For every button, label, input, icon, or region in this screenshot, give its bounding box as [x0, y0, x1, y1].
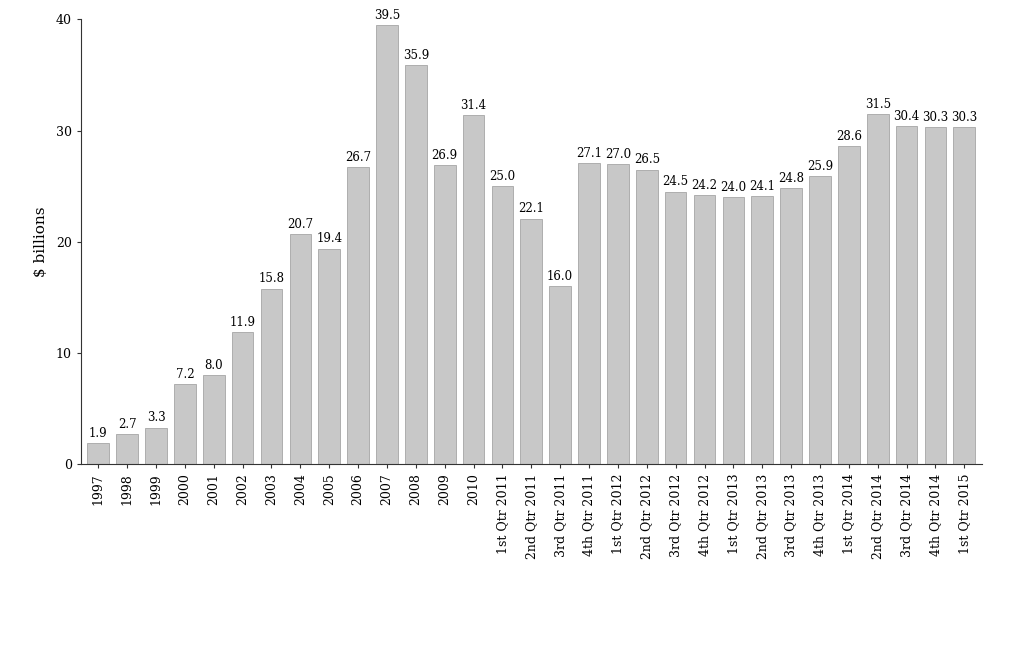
Bar [751, 196, 772, 464]
Text: 25.9: 25.9 [806, 160, 832, 173]
Bar [347, 167, 369, 464]
Bar [693, 195, 715, 464]
Bar [462, 115, 484, 464]
Text: 3.3: 3.3 [147, 412, 165, 424]
Text: 27.0: 27.0 [605, 148, 630, 161]
Bar [145, 428, 167, 464]
Bar [261, 288, 282, 464]
Y-axis label: $ billions: $ billions [33, 206, 48, 277]
Text: 11.9: 11.9 [229, 315, 256, 329]
Text: 30.4: 30.4 [893, 110, 919, 123]
Bar [779, 188, 801, 464]
Bar [952, 127, 975, 464]
Text: 24.1: 24.1 [748, 180, 774, 193]
Bar [837, 146, 858, 464]
Text: 22.1: 22.1 [518, 202, 544, 215]
Bar [87, 443, 109, 464]
Text: 27.1: 27.1 [575, 146, 602, 159]
Bar [924, 127, 945, 464]
Text: 28.6: 28.6 [835, 130, 861, 143]
Text: 24.0: 24.0 [720, 181, 746, 194]
Text: 2.7: 2.7 [117, 418, 136, 431]
Text: 15.8: 15.8 [258, 272, 284, 285]
Bar [174, 384, 195, 464]
Bar [722, 197, 743, 464]
Text: 25.0: 25.0 [489, 170, 515, 183]
Bar [404, 65, 427, 464]
Text: 30.3: 30.3 [921, 111, 947, 124]
Bar [434, 165, 455, 464]
Bar [289, 234, 310, 464]
Text: 26.5: 26.5 [633, 154, 659, 166]
Text: 19.4: 19.4 [315, 232, 342, 245]
Bar [809, 176, 830, 464]
Bar [607, 164, 628, 464]
Bar [577, 163, 600, 464]
Bar [520, 219, 542, 464]
Bar [116, 434, 137, 464]
Bar [866, 114, 888, 464]
Bar [491, 186, 513, 464]
Bar [376, 25, 397, 464]
Bar [664, 192, 685, 464]
Text: 26.7: 26.7 [345, 151, 371, 164]
Text: 20.7: 20.7 [287, 218, 313, 231]
Bar [318, 248, 340, 464]
Bar [635, 170, 657, 464]
Text: 8.0: 8.0 [204, 359, 222, 372]
Text: 24.8: 24.8 [777, 172, 804, 185]
Text: 24.5: 24.5 [662, 175, 688, 188]
Bar [232, 332, 253, 464]
Text: 35.9: 35.9 [402, 48, 429, 62]
Text: 24.2: 24.2 [691, 179, 717, 192]
Text: 1.9: 1.9 [89, 427, 107, 440]
Text: 30.3: 30.3 [950, 111, 977, 124]
Bar [895, 126, 917, 464]
Text: 31.5: 31.5 [863, 97, 890, 110]
Text: 26.9: 26.9 [432, 149, 457, 162]
Bar [203, 375, 224, 464]
Bar [549, 286, 570, 464]
Text: 7.2: 7.2 [175, 368, 194, 381]
Text: 31.4: 31.4 [460, 99, 486, 112]
Text: 16.0: 16.0 [547, 270, 572, 283]
Text: 39.5: 39.5 [373, 8, 399, 21]
